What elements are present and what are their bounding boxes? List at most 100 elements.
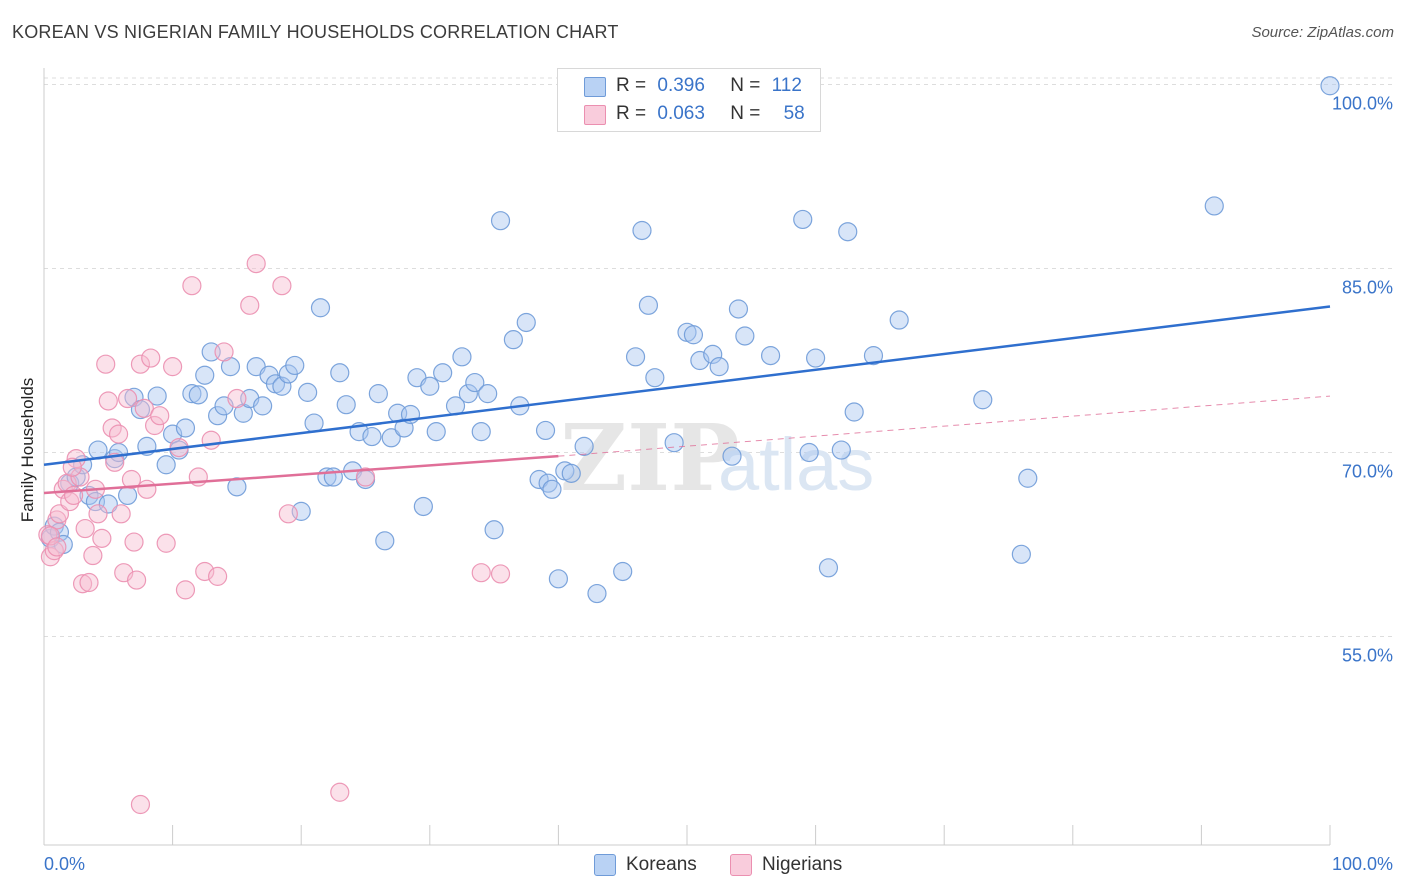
korean-legend-swatch [594,854,616,876]
korean-point [818,558,839,578]
stats-r-value: 0.396 [657,75,705,96]
nigerian-point [130,354,151,374]
korean-point [330,363,350,383]
nigerian-point [92,528,112,548]
watermark-zip: ZIP [560,404,739,512]
nigerian-point [111,504,131,524]
chart-title: KOREAN VS NIGERIAN FAMILY HOUSEHOLDS COR… [12,22,619,42]
stats-r-label: R = [616,103,647,124]
stats-row-nigerians: R = 0.063 N = 58 [558,101,820,127]
nigerian-point [137,479,157,499]
korean-point [1011,544,1031,564]
nigerian-point [96,354,116,374]
korean-point [793,209,813,230]
stats-box: R = 0.396 N = 112 R = 0.063 N = 58 [557,68,821,132]
nigerian-point [63,485,84,506]
nigerian-point [134,398,154,418]
korean-point [362,426,382,447]
korean-point [452,347,472,367]
y-axis-title-text: Family Households [18,377,37,523]
y-tick-label: 100.0% [1332,94,1393,114]
korean-point [484,520,504,540]
nigerian-point [330,782,350,802]
korean-point [709,357,729,377]
korean-point [285,355,305,376]
nigerian-point [355,467,376,487]
korean-point [722,446,742,466]
korean-point [613,561,633,582]
korean-point [471,422,491,442]
korean-point [182,384,202,404]
korean-point [304,413,324,433]
stats-r-value: 0.063 [657,103,705,124]
y-axis-title: Family Households [8,300,48,600]
korean-point [458,384,478,404]
nigerian-trend-extension [558,395,1331,457]
korean-point [1018,468,1038,488]
korean-point [117,485,138,506]
korean-point [208,406,228,426]
nigerian-point [98,391,118,411]
nigerian-point [121,469,142,490]
nigerian-point [79,572,99,593]
korean-point [375,531,395,551]
korean-point [548,569,569,589]
x-tick-label-min: 0.0% [44,854,85,874]
nigerian-point [49,504,70,524]
nigerian-legend-swatch [730,854,752,876]
korean-trend-line [43,305,1331,467]
korean-point [535,420,556,441]
korean-point [490,211,511,231]
korean-point [889,310,909,330]
korean-point [799,442,819,463]
nigerian-point [214,342,234,362]
nigerian-point [40,526,61,546]
stats-r-label: R = [616,75,647,96]
y-tick-label: 55.0% [1342,645,1393,665]
korean-point [863,346,884,366]
korean-point [516,312,536,333]
stats-n-value: 112 [771,75,802,96]
nigerian-point [272,276,292,296]
korean-point [632,220,652,241]
korean-point [728,299,749,319]
source-label: Source: ZipAtlas.com [1251,24,1394,41]
korean-point [227,477,247,497]
korean-point [1204,196,1224,216]
korean-point [760,346,781,366]
nigerian-point [201,430,221,450]
nigerian-point [47,537,67,557]
korean-point [156,455,176,475]
nigerian-point [471,563,491,583]
nigerian-point [246,254,266,274]
korean-point [433,363,453,383]
nigerian-point [75,518,95,539]
nigerian-point [126,570,147,590]
korean-swatch [584,77,606,97]
korean-point [503,330,523,350]
korean-point [542,479,562,499]
korean-point [664,433,684,453]
korean-point [98,494,118,514]
nigerian-trend-line [43,454,559,495]
korean-point [253,396,273,416]
nigerian-point [490,564,511,584]
korean-point [478,384,498,404]
korean-point [625,347,646,367]
korean-point [683,325,704,345]
nigerian-point [117,388,138,409]
stats-n-label: N = [730,103,761,124]
x-tick-label-max: 100.0% [1332,854,1393,874]
korean-point [426,422,446,442]
nigerian-point [195,561,215,582]
chart-legend: Koreans Nigerians [0,852,1406,878]
korean-point [831,440,851,460]
nigerian-point [130,794,151,815]
korean-point [413,496,433,517]
korean-point [735,326,755,346]
korean-point [1320,76,1340,96]
stats-row-koreans: R = 0.396 N = 112 [558,73,820,99]
nigerian-point [175,580,196,600]
nigerian-point [72,574,93,594]
